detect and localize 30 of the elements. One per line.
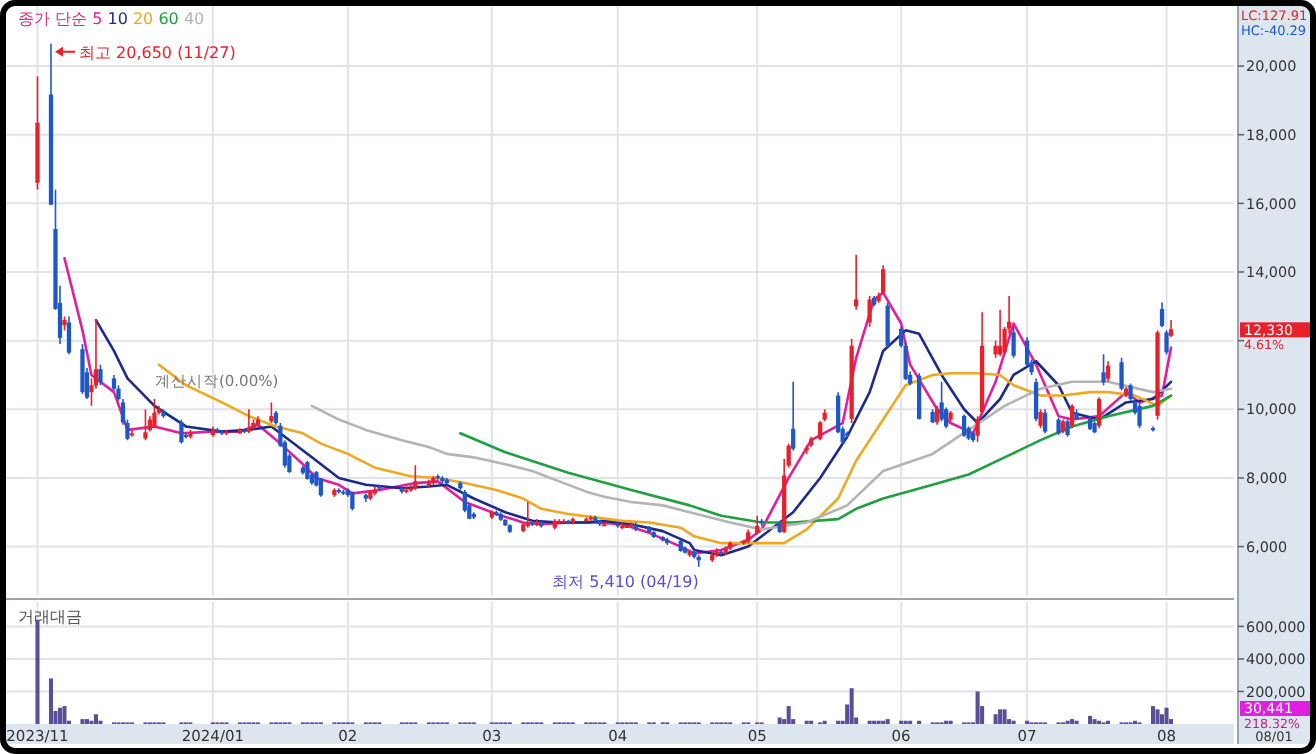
bar — [777, 717, 782, 724]
bar — [998, 709, 1003, 724]
annotation: 최고 20,650 (11/27) — [78, 43, 236, 62]
bar — [62, 706, 67, 724]
line-series — [157, 363, 1173, 545]
bar — [1164, 707, 1169, 724]
bar — [849, 688, 854, 724]
bar — [1002, 709, 1007, 724]
bar — [1160, 714, 1165, 724]
text: 40 — [183, 10, 205, 28]
bar — [93, 714, 98, 724]
bar — [993, 714, 998, 724]
bar — [1151, 706, 1156, 724]
bar — [786, 706, 791, 724]
chart-title: 거래대금 — [18, 608, 82, 626]
line-series — [459, 394, 1173, 524]
bar — [1155, 709, 1160, 724]
bar — [975, 691, 980, 724]
bar — [1088, 715, 1093, 724]
bar — [48, 678, 54, 724]
line-series — [94, 318, 1173, 557]
bar — [57, 707, 62, 724]
line-series — [310, 380, 1173, 531]
annotation: 최저 5,410 (04/19) — [552, 572, 699, 591]
text: 60 — [158, 10, 184, 28]
text: 20 — [132, 10, 159, 28]
text: 5 — [92, 10, 108, 28]
text: 10 — [107, 10, 133, 28]
legend-title: 종가 단순 — [18, 10, 93, 28]
line-series — [63, 256, 1173, 555]
